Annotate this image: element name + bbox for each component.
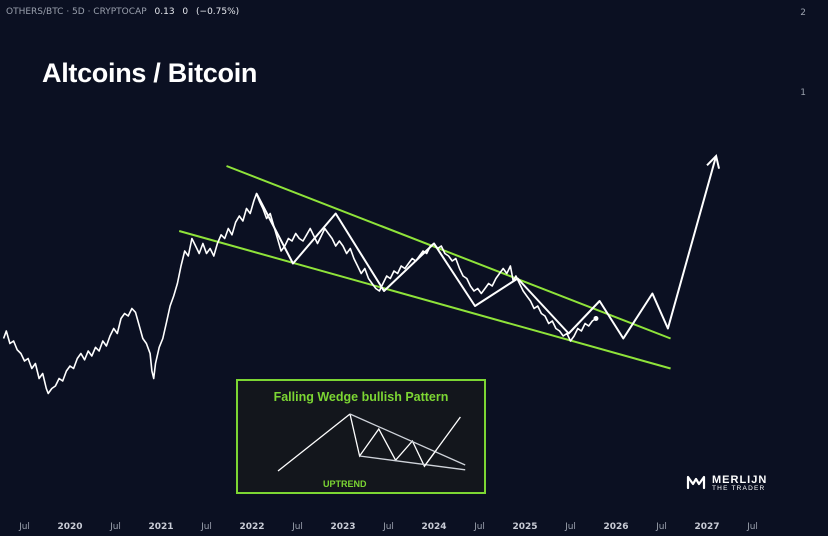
x-tick-label: Jul <box>383 522 394 532</box>
price-change: 0 <box>182 7 189 17</box>
y-axis-label-2: 2 <box>800 8 806 18</box>
x-tick-label: 2020 <box>57 522 83 532</box>
x-tick-label: Jul <box>19 522 30 532</box>
merlijn-logo-icon <box>686 475 706 490</box>
x-tick-label: 2021 <box>148 522 174 532</box>
x-tick-label: 2026 <box>603 522 629 532</box>
inset-footer: UPTREND <box>323 479 367 489</box>
projection-series <box>255 153 721 340</box>
symbol-header: OTHERS/BTC · 5D · CRYPTOCAP 0.13 0 (−0.7… <box>6 7 239 17</box>
x-tick-label: Jul <box>747 522 758 532</box>
x-tick-label: Jul <box>292 522 303 532</box>
inset-uptrend-line <box>277 413 351 472</box>
x-tick-label: Jul <box>110 522 121 532</box>
inset-lower-line <box>359 455 466 471</box>
y-axis-label-1: 1 <box>800 88 806 98</box>
logo-name: MERLIJN <box>712 474 768 486</box>
inset-wave-line <box>349 413 437 468</box>
x-tick-label: Jul <box>201 522 212 532</box>
inset-upper-line <box>349 413 466 466</box>
last-price-marker <box>593 316 599 321</box>
price-line <box>2 192 597 395</box>
x-tick-label: 2023 <box>330 522 356 532</box>
x-tick-label: 2025 <box>512 522 538 532</box>
pattern-inset: Falling Wedge bullish Pattern UPTREND <box>236 379 486 494</box>
logo-tagline: THE TRADER <box>712 485 766 492</box>
chart-title: Altcoins / Bitcoin <box>42 58 258 88</box>
symbol-name: OTHERS/BTC · 5D · CRYPTOCAP <box>6 7 147 17</box>
inset-title: Falling Wedge bullish Pattern <box>273 390 449 404</box>
projection-line <box>255 155 718 340</box>
x-tick-label: 2022 <box>239 522 265 532</box>
x-tick-label: Jul <box>565 522 576 532</box>
price-series <box>2 192 599 395</box>
inset-sketch <box>277 413 466 472</box>
wedge-lower-line <box>178 230 671 370</box>
x-tick-label: 2027 <box>694 522 720 532</box>
x-tick-label: 2024 <box>421 522 447 532</box>
price-change-pct: (−0.75%) <box>196 7 240 17</box>
last-price: 0.13 <box>154 7 175 17</box>
wedge-lines <box>178 165 671 370</box>
inset-breakout-line <box>423 416 461 467</box>
projection-arrowhead <box>706 153 721 169</box>
x-tick-label: Jul <box>656 522 667 532</box>
wedge-upper-line <box>226 165 671 340</box>
x-tick-label: Jul <box>474 522 485 532</box>
